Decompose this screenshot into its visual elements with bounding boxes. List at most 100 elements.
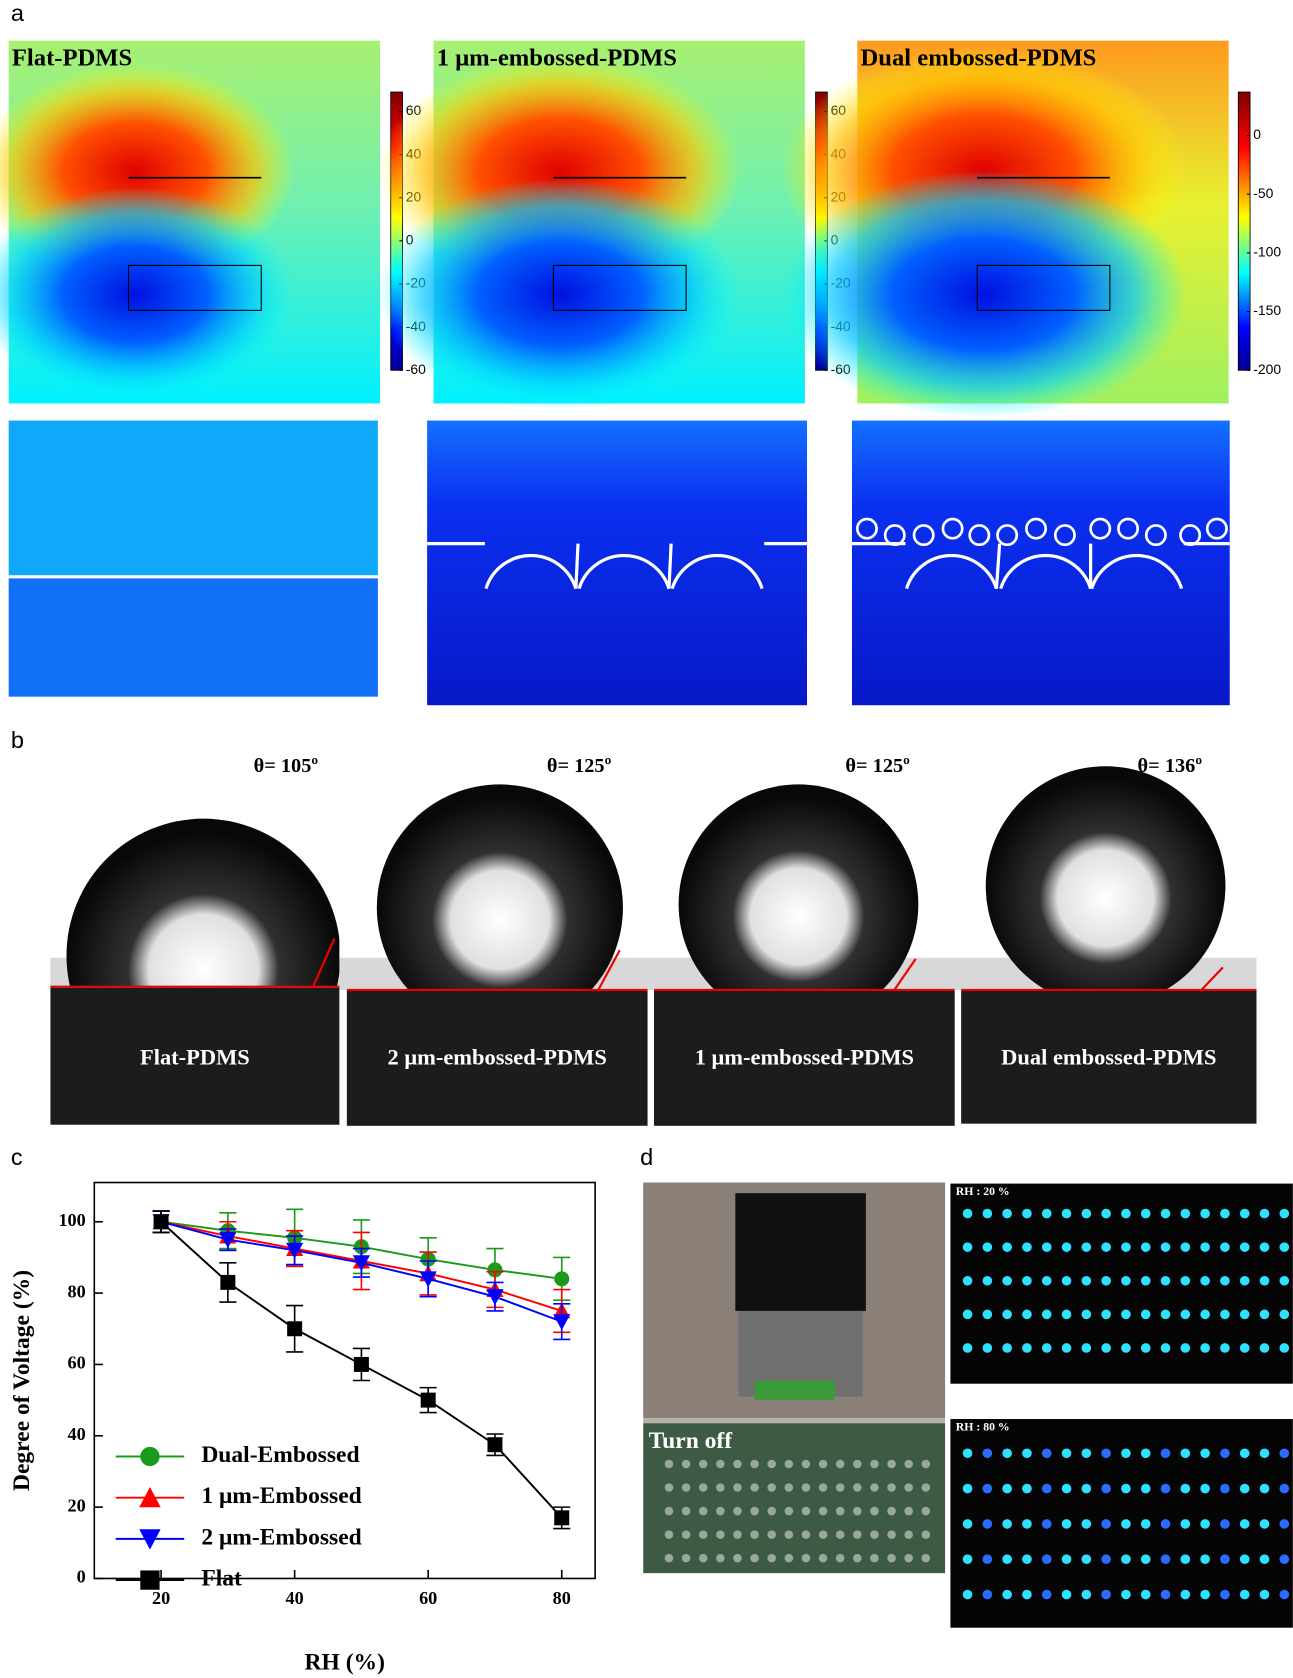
led-on — [1260, 1519, 1270, 1529]
led-on — [1082, 1276, 1092, 1286]
led-off — [767, 1460, 776, 1469]
led-on — [1101, 1590, 1111, 1600]
led-on — [1042, 1448, 1052, 1458]
led-off — [870, 1507, 879, 1516]
led-on — [1181, 1343, 1191, 1353]
schematic — [9, 421, 378, 576]
led-off — [819, 1530, 828, 1539]
panel-label: a — [11, 0, 25, 26]
droplet — [986, 766, 1226, 1006]
led-off — [750, 1554, 759, 1563]
led-off — [922, 1507, 931, 1516]
marker — [553, 1314, 570, 1330]
led-off — [836, 1530, 845, 1539]
led-on — [1121, 1276, 1131, 1286]
x-axis-label: RH (%) — [305, 1649, 385, 1675]
led-off — [836, 1460, 845, 1469]
led-off — [922, 1460, 931, 1469]
led-on — [1042, 1209, 1052, 1219]
led-off — [887, 1483, 896, 1492]
led-on — [1161, 1519, 1171, 1529]
led-on — [1200, 1519, 1210, 1529]
led-off — [733, 1483, 742, 1492]
led-on — [1279, 1276, 1289, 1286]
panel-c: 02040608010020406080RH (%)Degree of Volt… — [9, 1183, 595, 1676]
led-on — [1062, 1554, 1072, 1564]
led-on — [1002, 1242, 1012, 1252]
marker — [554, 1510, 569, 1525]
led-off — [682, 1554, 691, 1563]
led-off — [699, 1460, 708, 1469]
y-tick-label: 40 — [68, 1424, 86, 1444]
led-on — [963, 1554, 973, 1564]
led-off — [904, 1554, 913, 1563]
led-on — [1181, 1554, 1191, 1564]
led-on — [963, 1209, 973, 1219]
marker — [220, 1275, 235, 1290]
marker — [140, 1570, 159, 1589]
led-on — [1240, 1343, 1250, 1353]
led-on — [1181, 1310, 1191, 1320]
led-off — [802, 1460, 811, 1469]
colorbar-tick-label: -100 — [1253, 244, 1281, 260]
led-on — [1161, 1590, 1171, 1600]
marker — [287, 1321, 302, 1336]
x-tick-label: 40 — [286, 1588, 304, 1608]
led-on — [1121, 1310, 1131, 1320]
led-off — [819, 1483, 828, 1492]
led-on — [1260, 1276, 1270, 1286]
led-off — [767, 1530, 776, 1539]
led-on — [1181, 1448, 1191, 1458]
marker — [354, 1357, 369, 1372]
led-off — [699, 1554, 708, 1563]
led-on — [1022, 1343, 1032, 1353]
led-on — [1062, 1343, 1072, 1353]
led-on — [1240, 1554, 1250, 1564]
led-on — [1279, 1448, 1289, 1458]
led-on — [963, 1276, 973, 1286]
led-on — [1002, 1554, 1012, 1564]
led-off — [750, 1507, 759, 1516]
field-cold — [378, 179, 742, 410]
led-on — [1220, 1554, 1230, 1564]
led-on — [983, 1242, 993, 1252]
led-on — [983, 1343, 993, 1353]
led-on — [1002, 1209, 1012, 1219]
led-off — [785, 1460, 794, 1469]
led-on — [1240, 1448, 1250, 1458]
led-off — [853, 1460, 862, 1469]
led-off — [665, 1507, 674, 1516]
led-off — [802, 1483, 811, 1492]
led-off — [699, 1530, 708, 1539]
map-title: Dual embossed-PDMS — [861, 45, 1097, 72]
led-off — [733, 1530, 742, 1539]
led-on — [963, 1484, 973, 1494]
marker — [486, 1289, 503, 1305]
marker — [487, 1437, 502, 1452]
colorbar-tick-label: -150 — [1253, 302, 1281, 318]
led-on — [983, 1590, 993, 1600]
led-off — [870, 1460, 879, 1469]
led-off — [682, 1483, 691, 1492]
led-off — [716, 1460, 725, 1469]
panel-b: Flat-PDMSθ= 105º2 μm-embossed-PDMSθ= 125… — [50, 755, 1256, 1126]
led-on — [1260, 1242, 1270, 1252]
led-on — [1220, 1519, 1230, 1529]
led-on — [1161, 1209, 1171, 1219]
led-on — [1042, 1276, 1052, 1286]
marker — [140, 1447, 159, 1466]
led-on — [1220, 1209, 1230, 1219]
droplet — [679, 784, 919, 1024]
led-off — [802, 1554, 811, 1563]
led-on — [983, 1554, 993, 1564]
led-on — [1042, 1590, 1052, 1600]
led-on — [1022, 1484, 1032, 1494]
led-on — [1082, 1484, 1092, 1494]
led-on — [1022, 1310, 1032, 1320]
led-off — [922, 1554, 931, 1563]
led-on — [1002, 1276, 1012, 1286]
led-on — [1220, 1242, 1230, 1252]
led-on — [1022, 1276, 1032, 1286]
led-on — [1220, 1448, 1230, 1458]
led-on — [1042, 1484, 1052, 1494]
